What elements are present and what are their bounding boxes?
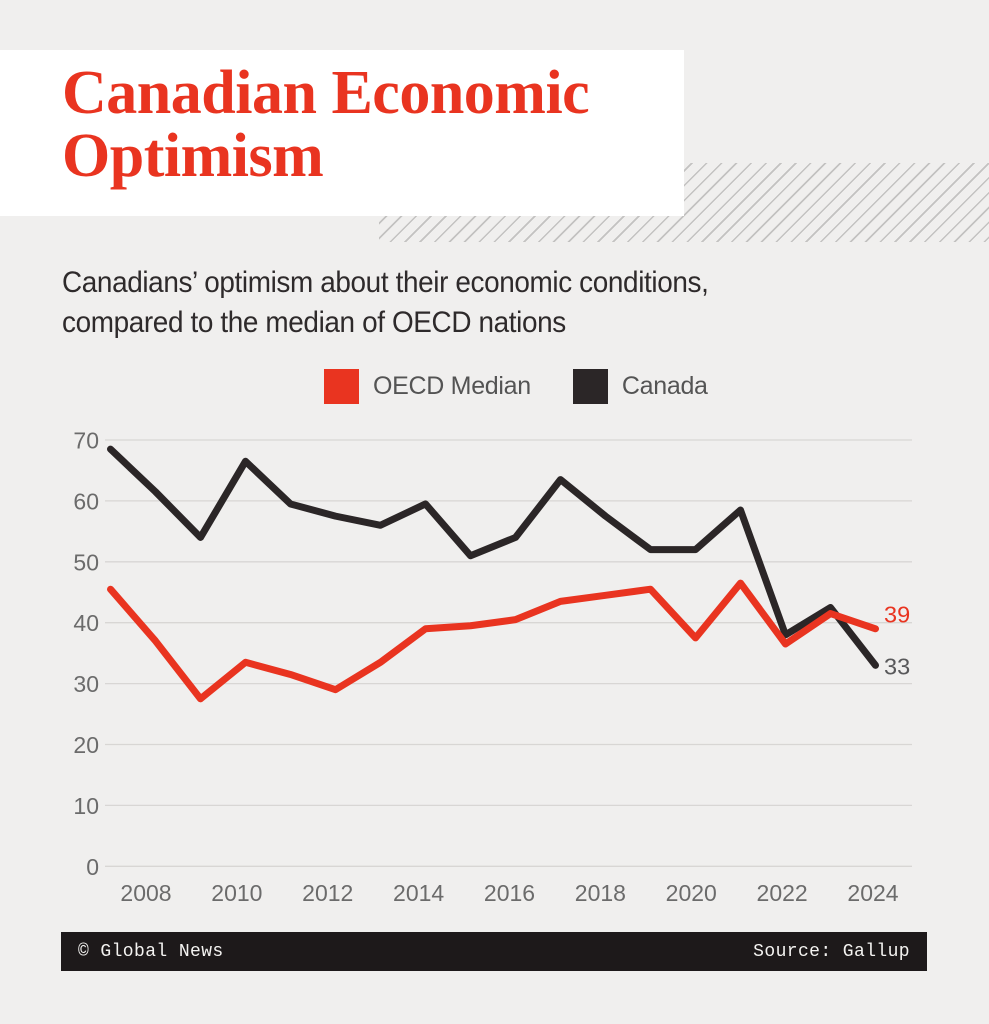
legend-swatch-canada (572, 369, 608, 404)
legend-label-oecd-median: OECD Median (373, 372, 531, 400)
legend-item-oecd-median: OECD Median (324, 369, 531, 404)
series-line-oecd-median (107, 579, 879, 703)
x-tick-label: 2014 (393, 880, 444, 906)
title-card: Canadian Economic Optimism (0, 50, 684, 216)
y-tick-label: 10 (73, 793, 99, 819)
chart-legend: OECD Median Canada (324, 369, 708, 404)
y-tick-label: 20 (73, 732, 99, 758)
end-label-oecd-median: 39 (884, 601, 910, 627)
footer-bar: © Global News Source: Gallup (61, 932, 927, 971)
credit-text: © Global News (78, 941, 224, 962)
x-tick-label: 2020 (666, 880, 717, 906)
x-tick-label: 2022 (757, 880, 808, 906)
x-tick-label: 2018 (575, 880, 626, 906)
y-tick-label: 70 (73, 428, 99, 454)
chart-subtitle: Canadians’ optimism about their economic… (62, 266, 709, 339)
legend-swatch-oecd-median (324, 369, 359, 404)
y-tick-label: 40 (73, 610, 99, 636)
legend-label-canada: Canada (621, 372, 708, 400)
y-tick-label: 60 (73, 488, 99, 514)
series-line-canada (107, 445, 879, 669)
page-title: Canadian Economic Optimism (62, 59, 590, 190)
end-label-canada: 33 (884, 653, 910, 679)
x-tick-label: 2008 (120, 880, 171, 906)
y-tick-label: 30 (73, 671, 99, 697)
y-tick-label: 0 (86, 854, 99, 880)
x-tick-label: 2024 (847, 880, 898, 906)
legend-item-canada: Canada (572, 369, 708, 404)
source-text: Source: Gallup (753, 941, 910, 962)
x-tick-label: 2012 (302, 880, 353, 906)
x-tick-label: 2010 (211, 880, 262, 906)
y-tick-label: 50 (73, 549, 99, 575)
x-tick-label: 2016 (484, 880, 535, 906)
